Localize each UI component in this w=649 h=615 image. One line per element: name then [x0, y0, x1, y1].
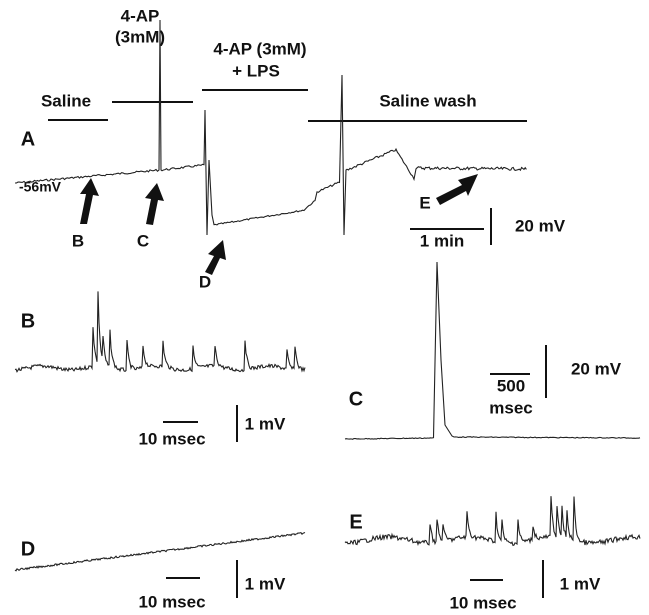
panel-label: E — [349, 511, 362, 533]
panel-label: B — [21, 310, 35, 332]
trace-a — [15, 19, 527, 236]
scale-label: msec — [489, 398, 532, 417]
panel-label: A — [21, 128, 35, 150]
scale-label: 10 msec — [138, 592, 205, 611]
label: -56mV — [19, 179, 62, 195]
panel-label: D — [21, 538, 35, 560]
arrows — [80, 174, 478, 275]
trace-e — [344, 496, 641, 547]
label: + LPS — [232, 61, 280, 80]
label: Saline wash — [379, 91, 476, 110]
label: Saline — [41, 91, 91, 110]
label: 4-AP — [121, 6, 160, 25]
arrow-label: E — [419, 193, 430, 212]
arrow-label: B — [72, 231, 84, 250]
scale-label: 1 mV — [560, 574, 601, 593]
label: (3mM) — [115, 27, 165, 46]
scale-label: 20 mV — [571, 359, 622, 378]
trace-c — [344, 261, 641, 440]
scale-label: 500 — [497, 376, 525, 395]
scale-label: 1 min — [420, 231, 464, 250]
trace-b — [14, 291, 306, 373]
panel-label: C — [349, 388, 363, 410]
label: 4-AP (3mM) — [213, 39, 306, 58]
arrow-label: D — [199, 272, 211, 291]
scale-label: 1 mV — [245, 574, 286, 593]
scale-label: 10 msec — [138, 429, 205, 448]
scale-label: 1 mV — [245, 414, 286, 433]
scale-label: 10 msec — [449, 593, 516, 612]
arrow-label: C — [137, 231, 149, 250]
scale-label: 20 mV — [515, 216, 566, 235]
trace-d — [14, 531, 306, 572]
